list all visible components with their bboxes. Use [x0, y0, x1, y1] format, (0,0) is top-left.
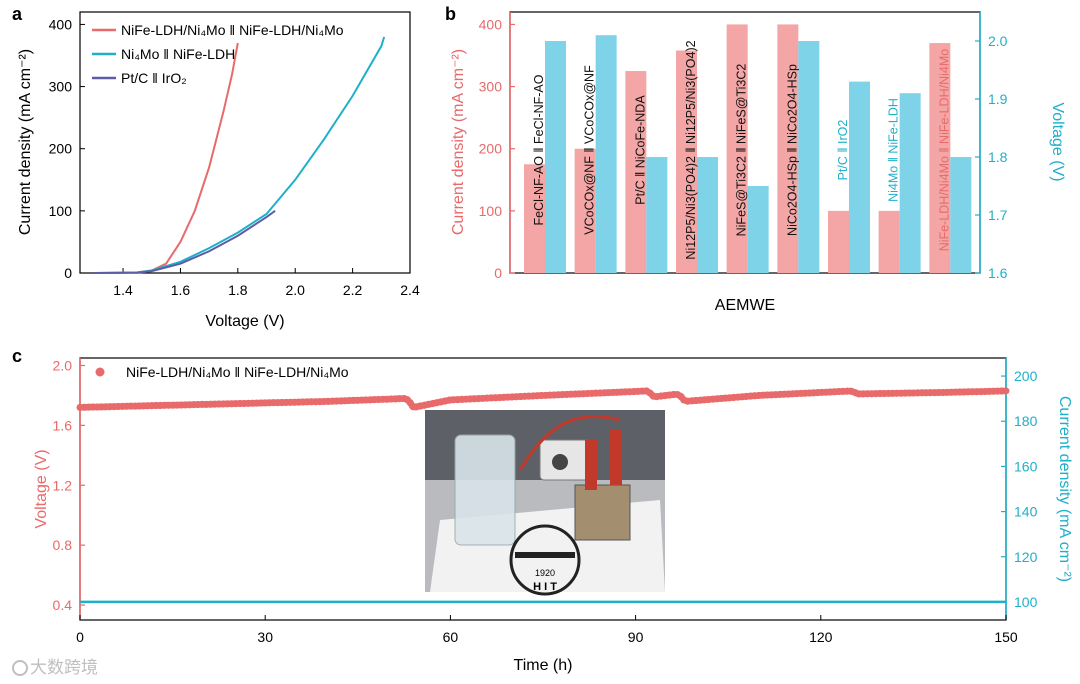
- bar-voltage-5: [798, 41, 820, 273]
- bar-voltage-2: [646, 157, 668, 273]
- y-tick-label: 300: [479, 79, 503, 95]
- y-tick-label: 400: [49, 16, 73, 32]
- bar-voltage-6: [849, 81, 870, 273]
- panel-b-ylabel: Current density (mA cm⁻²): [450, 49, 467, 235]
- y-tick-label: 100: [49, 203, 73, 219]
- bar-current-0: [524, 164, 545, 273]
- panel-c: c 0 30 60 90 120 150 0.4 0.8 1.2 1.6 2.0 100 120 140 1…: [12, 346, 1073, 674]
- x-tick-label: 150: [994, 629, 1018, 645]
- y-tick-label: 2.0: [53, 357, 73, 373]
- y-tick-label: 0.4: [53, 597, 73, 613]
- legend-marker: [95, 367, 105, 377]
- y2-tick-label: 100: [1014, 594, 1038, 610]
- y2-tick-label: 1.6: [988, 265, 1008, 281]
- bar-label-0: FeCl-NF-AO ‖ FeCl-NF-AO: [532, 74, 546, 225]
- x-tick-label: 2.0: [285, 282, 305, 298]
- watermark-text: 大数跨境: [30, 658, 98, 678]
- bar-label-2: Pt/C ‖ NiCoFe-NDA: [633, 95, 647, 205]
- legend-label-2: Pt/C ‖ IrO₂: [121, 70, 187, 86]
- bar-current-8: [929, 43, 951, 274]
- y-tick-label: 200: [479, 141, 503, 157]
- panel-a-frame: [79, 11, 411, 274]
- x-tick-label: 1.4: [113, 282, 133, 298]
- y2-tick-label: 200: [1014, 368, 1038, 384]
- panel-b-label: b: [445, 4, 456, 24]
- y2-tick-label: 1.7: [988, 207, 1008, 223]
- y2-tick-label: 160: [1014, 458, 1038, 474]
- inset-photo: 1920 H I T: [425, 410, 665, 596]
- legend-label-0: NiFe-LDH/Ni₄Mo ‖ NiFe-LDH/Ni₄Mo: [121, 22, 344, 38]
- bar-voltage-1: [595, 35, 617, 274]
- voltage-series: [76, 387, 1010, 412]
- y2-tick-label: 180: [1014, 413, 1038, 429]
- y-tick-label: 300: [49, 79, 73, 95]
- y2-tick-label: 1.9: [988, 91, 1008, 107]
- x-tick-label: 60: [443, 629, 459, 645]
- y-tick-label: 0: [64, 265, 72, 281]
- panel-a-xlabel: Voltage (V): [205, 313, 284, 330]
- bar-current-5: [777, 24, 799, 273]
- bar-voltage-0: [545, 41, 566, 273]
- panel-b: b FeCl-NF-AO ‖ FeCl-NF-AO VCoCOx@NF ‖ VCo…: [445, 4, 1066, 314]
- x-tick-label: 90: [628, 629, 644, 645]
- bar-label-8: NiFe-LDH/Ni4Mo ‖ NiFe-LDH/Ni4Mo: [937, 49, 951, 251]
- bar-current-3: [676, 50, 697, 274]
- panel-c-y2label: Current density (mA cm⁻²): [1056, 396, 1073, 582]
- series-line-2: [94, 210, 276, 274]
- legend-label-1: Ni₄Mo ‖ NiFe-LDH: [121, 46, 235, 62]
- bar-current-2: [625, 71, 647, 274]
- bar-label-1: VCoCOx@NF ‖ VCoCOx@NF: [583, 65, 597, 235]
- inset-letters: H I T: [533, 581, 557, 593]
- inset-year: 1920: [535, 568, 555, 578]
- panel-a-ylabel: Current density (mA cm⁻²): [17, 49, 34, 235]
- y-tick-label: 400: [479, 16, 503, 32]
- panel-a-label: a: [12, 4, 23, 24]
- x-tick-label: 2.2: [343, 282, 363, 298]
- bar-voltage-4: [747, 186, 769, 273]
- panel-c-label: c: [12, 346, 22, 366]
- y-tick-label: 0: [494, 265, 502, 281]
- bar-current-1: [574, 148, 596, 273]
- y2-tick-label: 120: [1014, 549, 1038, 565]
- bar-label-7: Ni4Mo ‖ NiFe-LDH: [887, 98, 901, 202]
- y-tick-label: 1.6: [53, 417, 73, 433]
- watermark-icon: [12, 660, 28, 676]
- bar-label-6: Pt/C ‖ IrO2: [836, 120, 850, 181]
- x-tick-label: 1.6: [171, 282, 191, 298]
- y2-tick-label: 2.0: [988, 33, 1008, 49]
- y-tick-label: 100: [479, 203, 503, 219]
- panel-c-xlabel: Time (h): [514, 657, 573, 674]
- x-tick-label: 120: [809, 629, 833, 645]
- panel-b-xlabel: AEMWE: [715, 297, 775, 314]
- bar-voltage-7: [899, 93, 921, 273]
- y-tick-label: 200: [49, 141, 73, 157]
- bar-label-5: NiCo2O4-HSp ‖ NiCo2O4-HSp: [785, 64, 799, 236]
- bar-label-4: NiFeS@Ti3C2 ‖ NiFeS@Ti3C2: [735, 64, 749, 237]
- x-tick-label: 30: [257, 629, 273, 645]
- bar-label-3: Ni12P5/Ni3(PO4)2 ‖ Ni12P5/Ni3(PO4)2: [684, 40, 698, 259]
- bar-current-4: [726, 24, 748, 273]
- bar-current-6: [828, 210, 849, 273]
- bar-voltage-8: [950, 157, 972, 273]
- bar-current-7: [878, 210, 900, 273]
- x-tick-label: 2.4: [400, 282, 420, 298]
- x-tick-label: 0: [76, 629, 84, 645]
- y2-tick-label: 140: [1014, 504, 1038, 520]
- panel-b-y2label: Voltage (V): [1049, 102, 1066, 181]
- y-tick-label: 0.8: [53, 537, 73, 553]
- y2-tick-label: 1.8: [988, 149, 1008, 165]
- legend-label: NiFe-LDH/Ni₄Mo ‖ NiFe-LDH/Ni₄Mo: [126, 364, 349, 380]
- y-tick-label: 1.2: [53, 477, 73, 493]
- panel-c-ylabel: Voltage (V): [33, 449, 50, 528]
- panel-a: a 1.4 1.6 1.8 2.0 2.2 2.4 0 100 200 300 400 NiFe-LD…: [12, 4, 420, 330]
- bar-voltage-3: [697, 157, 718, 273]
- x-tick-label: 1.8: [228, 282, 248, 298]
